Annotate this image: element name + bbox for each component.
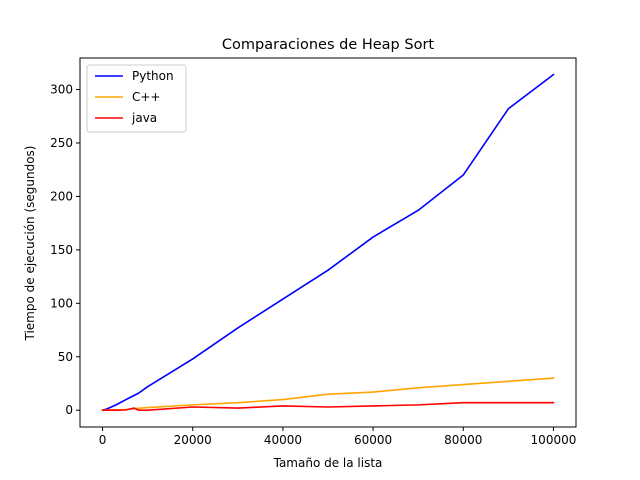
x-tick-label: 100000: [531, 433, 577, 447]
legend-box: [86, 64, 187, 133]
y-tick-label: 150: [50, 243, 73, 257]
axes-layer: 0 20000 40000 60000 80000 100000 0 50 100 150 200 2…: [50, 57, 577, 447]
x-tick-label: 20000: [174, 433, 212, 447]
legend-label: java: [131, 111, 157, 125]
chart-title: Comparaciones de Heap Sort: [222, 37, 434, 53]
x-tick-label: 0: [99, 433, 107, 447]
y-axis-label: Tiempo de ejecución (segundos): [23, 146, 37, 342]
series-layer: [101, 73, 555, 412]
x-tick-label: 80000: [444, 433, 482, 447]
series-line-java: [101, 401, 555, 412]
y-tick-label: 300: [50, 83, 73, 97]
y-tick-label: 50: [58, 350, 73, 364]
y-tick-label: 100: [50, 296, 73, 310]
legend: Python C++ java: [86, 64, 187, 133]
x-tick-label: 40000: [264, 433, 302, 447]
y-tick-label: 200: [50, 189, 73, 203]
legend-label: Python: [132, 69, 174, 83]
y-tick-label: 0: [65, 403, 73, 417]
y-tick-label: 250: [50, 136, 73, 150]
series-line-python: [101, 73, 555, 412]
axes-frame: [79, 57, 577, 428]
x-tick-label: 60000: [354, 433, 392, 447]
legend-label: C++: [132, 90, 161, 104]
x-axis-label: Tamaño de la lista: [273, 456, 383, 470]
